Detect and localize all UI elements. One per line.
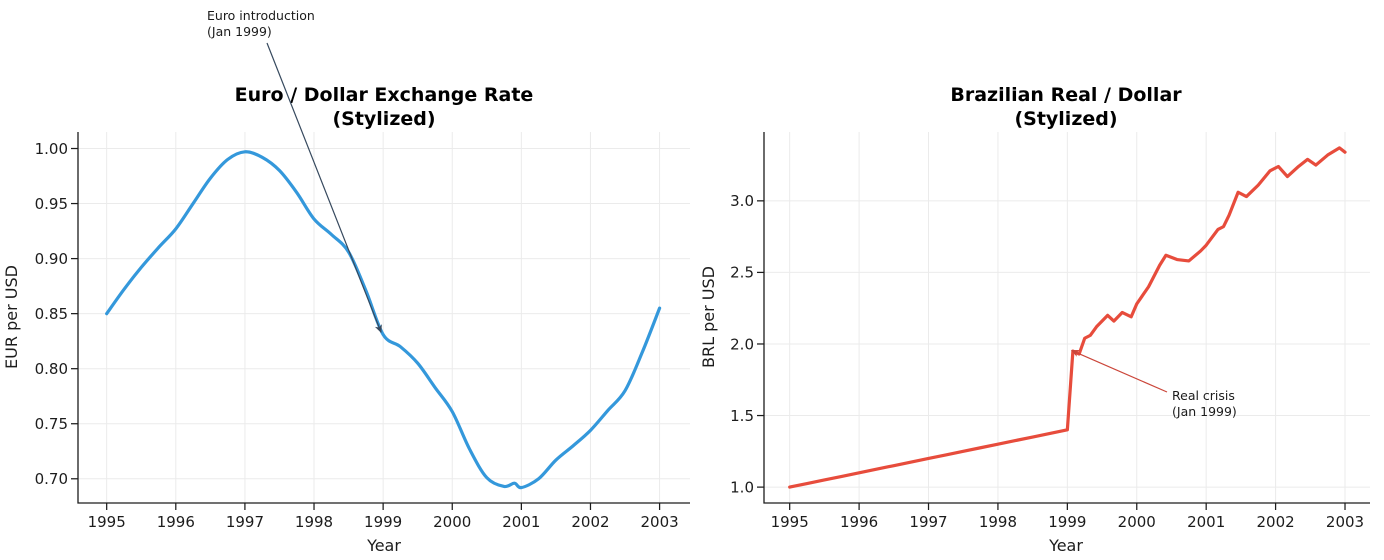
annotation-arrow: [266, 42, 382, 333]
brl-usd-line: [788, 146, 1347, 489]
annotation-text-line1: Euro introduction: [207, 8, 315, 23]
annotation-text-line1: Real crisis: [1172, 388, 1235, 403]
x-tick-label: 2003: [640, 513, 678, 531]
axis-spines: [77, 132, 690, 504]
y-tick-label: 0.85: [35, 305, 68, 323]
chart-eur-usd: 1995 1996 1997 1998 1999 2000 2001 2002 2003 0.70…: [2, 8, 690, 555]
x-axis-label: Year: [1048, 536, 1083, 555]
annotation-real-crisis: Real crisis (Jan 1999): [1070, 349, 1237, 419]
x-tick-label: 1998: [979, 513, 1017, 531]
x-tick-label: 2000: [1118, 513, 1156, 531]
eur-usd-line: [105, 150, 662, 490]
y-tick-label: 1.0: [730, 478, 754, 496]
x-tick-label: 1999: [364, 513, 402, 531]
x-tick-label: 1997: [226, 513, 264, 531]
series-line: [105, 150, 662, 490]
gridlines: [78, 132, 690, 503]
y-axis-label: BRL per USD: [699, 266, 718, 368]
y-tick-label: 2.0: [730, 335, 754, 353]
chart-title: Brazilian Real / Dollar: [950, 84, 1182, 106]
series-line: [788, 146, 1347, 489]
x-tick-label: 1995: [771, 513, 809, 531]
x-tick-label: 2000: [433, 513, 471, 531]
x-tick-label: 1999: [1048, 513, 1086, 531]
y-tick-label: 0.90: [35, 250, 68, 268]
chart-brl-usd: 1995 1996 1997 1998 1999 2000 2001 2002 2003 1.0 1…: [699, 84, 1370, 555]
axes: [757, 132, 1370, 510]
chart-subtitle: (Stylized): [332, 108, 435, 130]
y-tick-label: 0.80: [35, 360, 68, 378]
x-tick-label: 1996: [840, 513, 878, 531]
axis-spines: [763, 132, 1370, 504]
tick-labels: 1995 1996 1997 1998 1999 2000 2001 2002 2003 0.70…: [35, 140, 679, 531]
gridlines: [764, 132, 1370, 503]
y-tick-label: 0.70: [35, 470, 68, 488]
x-tick-label: 2001: [502, 513, 540, 531]
x-tick-label: 2002: [571, 513, 609, 531]
y-tick-label: 3.0: [730, 192, 754, 210]
annotation-euro-introduction: Euro introduction (Jan 1999): [207, 8, 382, 333]
annotation-arrow: [1070, 349, 1168, 393]
axes: [71, 132, 690, 510]
chart-title: Euro / Dollar Exchange Rate: [235, 84, 534, 106]
x-tick-label: 1998: [295, 513, 333, 531]
x-tick-label: 1996: [157, 513, 195, 531]
x-tick-label: 1997: [909, 513, 947, 531]
x-tick-label: 2001: [1187, 513, 1225, 531]
x-tick-label: 2002: [1257, 513, 1295, 531]
y-tick-label: 1.5: [730, 407, 754, 425]
y-axis-label: EUR per USD: [2, 265, 21, 369]
annotation-text-line2: (Jan 1999): [1172, 404, 1237, 419]
chart-subtitle: (Stylized): [1014, 108, 1117, 130]
y-tick-label: 1.00: [35, 140, 68, 158]
x-tick-label: 1995: [88, 513, 126, 531]
x-axis-label: Year: [366, 536, 401, 555]
annotation-text-line2: (Jan 1999): [207, 24, 272, 39]
x-tick-label: 2003: [1326, 513, 1364, 531]
tick-labels: 1995 1996 1997 1998 1999 2000 2001 2002 2003 1.0 1…: [730, 192, 1364, 531]
y-tick-label: 2.5: [730, 264, 754, 282]
y-tick-label: 0.95: [35, 195, 68, 213]
y-tick-label: 0.75: [35, 415, 68, 433]
